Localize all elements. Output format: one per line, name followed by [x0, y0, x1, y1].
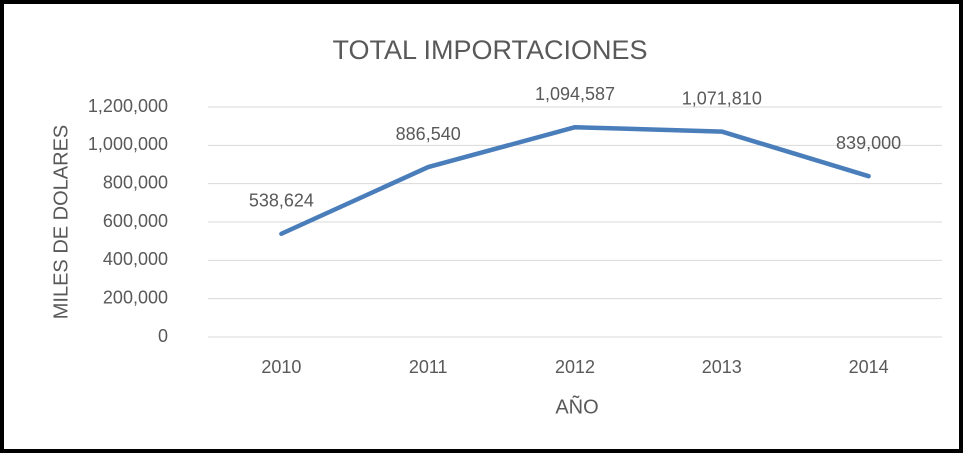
x-axis-label: AÑO	[555, 394, 598, 418]
data-label: 1,071,810	[682, 88, 762, 108]
x-tick-label: 2010	[261, 357, 301, 377]
x-tick-label: 2012	[555, 357, 595, 377]
x-tick-label: 2013	[702, 357, 742, 377]
y-tick-label: 400,000	[103, 249, 168, 269]
y-tick-label: 800,000	[103, 172, 168, 192]
x-tick-label: 2011	[409, 357, 448, 377]
data-label: 1,094,587	[535, 84, 615, 104]
y-tick-label: 200,000	[103, 287, 168, 307]
data-label: 538,624	[249, 191, 314, 211]
y-axis-label: MILES DE DOLARES	[50, 125, 72, 320]
y-tick-label: 1,000,000	[88, 134, 168, 154]
y-tick-label: 1,200,000	[88, 96, 168, 116]
data-line	[279, 124, 871, 237]
data-label: 886,540	[396, 124, 461, 144]
x-tick-label: 2014	[849, 357, 889, 377]
chart-title: TOTAL IMPORTACIONES	[332, 35, 647, 65]
y-tick-label: 600,000	[103, 211, 168, 231]
y-tick-label: 0	[158, 326, 168, 346]
data-label: 839,000	[836, 133, 901, 153]
